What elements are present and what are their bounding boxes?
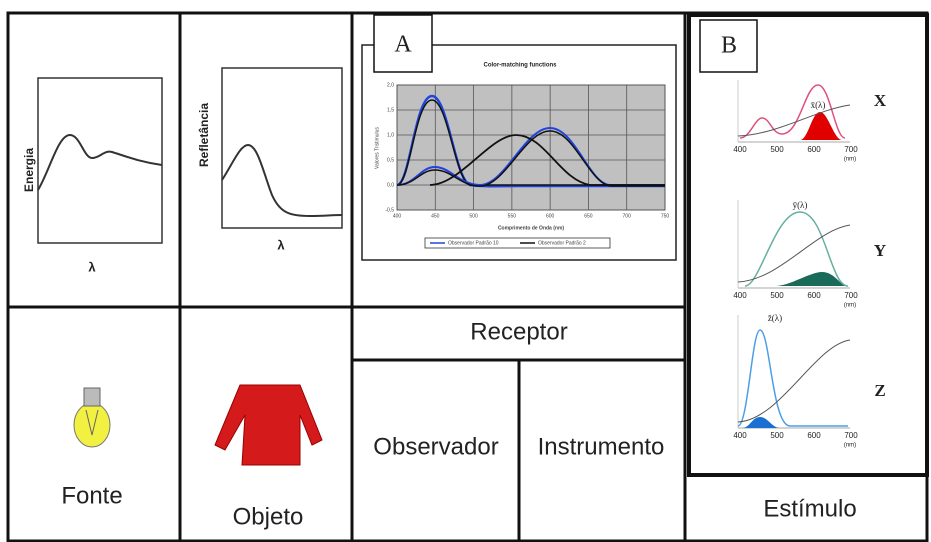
y-tick-label: 1,5	[387, 107, 394, 113]
unit-label: (nm)	[844, 157, 856, 163]
row-label: Z	[874, 381, 885, 400]
x-tick-label: 650	[584, 213, 593, 219]
axis-label: λ	[277, 237, 285, 252]
cell-label: Fonte	[61, 482, 122, 509]
legend-label: Observador Padrão 10	[448, 240, 499, 246]
legend-label: Observador Padrão 2	[538, 240, 586, 246]
x-tick-label: 450	[431, 213, 440, 219]
shirt	[215, 385, 322, 465]
x-tick-label: 400	[733, 291, 747, 300]
x-tick-label: 600	[807, 145, 821, 154]
cell-label: Instrumento	[538, 433, 665, 460]
function-label: ȳ(λ)	[793, 200, 808, 210]
lightbulb	[74, 388, 110, 447]
x-tick-label: 500	[770, 431, 784, 440]
x-tick-label: 500	[770, 291, 784, 300]
axis-label: λ	[88, 259, 96, 274]
unit-label: (nm)	[844, 443, 856, 449]
x-tick-label: 700	[623, 213, 632, 219]
x-tick-label: 600	[807, 431, 821, 440]
x-tick-label: 400	[393, 213, 402, 219]
axis-label: Refletância	[197, 103, 211, 167]
y-tick-label: 2,0	[387, 82, 394, 88]
x-tick-label: 500	[469, 213, 478, 219]
x-tick-label: 700	[844, 291, 858, 300]
axis-label: Comprimento de Onda (nm)	[498, 225, 564, 231]
row-label: Y	[874, 241, 886, 260]
energy-curve	[38, 135, 162, 190]
tag: B	[721, 33, 737, 59]
x-tick-label: 400	[733, 431, 747, 440]
cell-label: Receptor	[470, 318, 567, 345]
row-label: X	[874, 91, 887, 110]
reflectance-curve	[222, 145, 342, 216]
panel-frame	[689, 15, 927, 475]
tag: A	[394, 32, 412, 58]
y-tick-label: 0,5	[387, 157, 394, 163]
spectrum-box	[222, 68, 342, 228]
x-tick-label: 600	[546, 213, 555, 219]
page: Energia λ Refletância λ Color-matching f…	[0, 0, 931, 542]
x-tick-label: 600	[807, 291, 821, 300]
x-tick-label: 700	[844, 431, 858, 440]
figure: Energia λ Refletância λ Color-matching f…	[0, 0, 931, 542]
x-tick-label: 500	[770, 145, 784, 154]
function-label: z̄(λ)	[768, 313, 782, 323]
y-tick-label: 1,0	[387, 132, 394, 138]
chart-title: Color-matching functions	[484, 63, 558, 69]
x-tick-label: 700	[844, 145, 858, 154]
x-tick-label: 400	[733, 145, 747, 154]
x-tick-label: 550	[508, 213, 517, 219]
axis-label: Valores Tristimulus	[374, 127, 380, 169]
cell-label: Observador	[373, 433, 498, 460]
cell-label: Objeto	[233, 503, 304, 530]
x-tick-label: 750	[661, 213, 670, 219]
y-tick-label: -0,5	[385, 207, 394, 213]
axis-label: Energia	[22, 148, 36, 192]
cell-label: Estímulo	[763, 495, 856, 522]
function-label: x̄(λ)	[811, 100, 826, 110]
y-tick-label: 0,0	[387, 182, 394, 188]
unit-label: (nm)	[844, 303, 856, 309]
